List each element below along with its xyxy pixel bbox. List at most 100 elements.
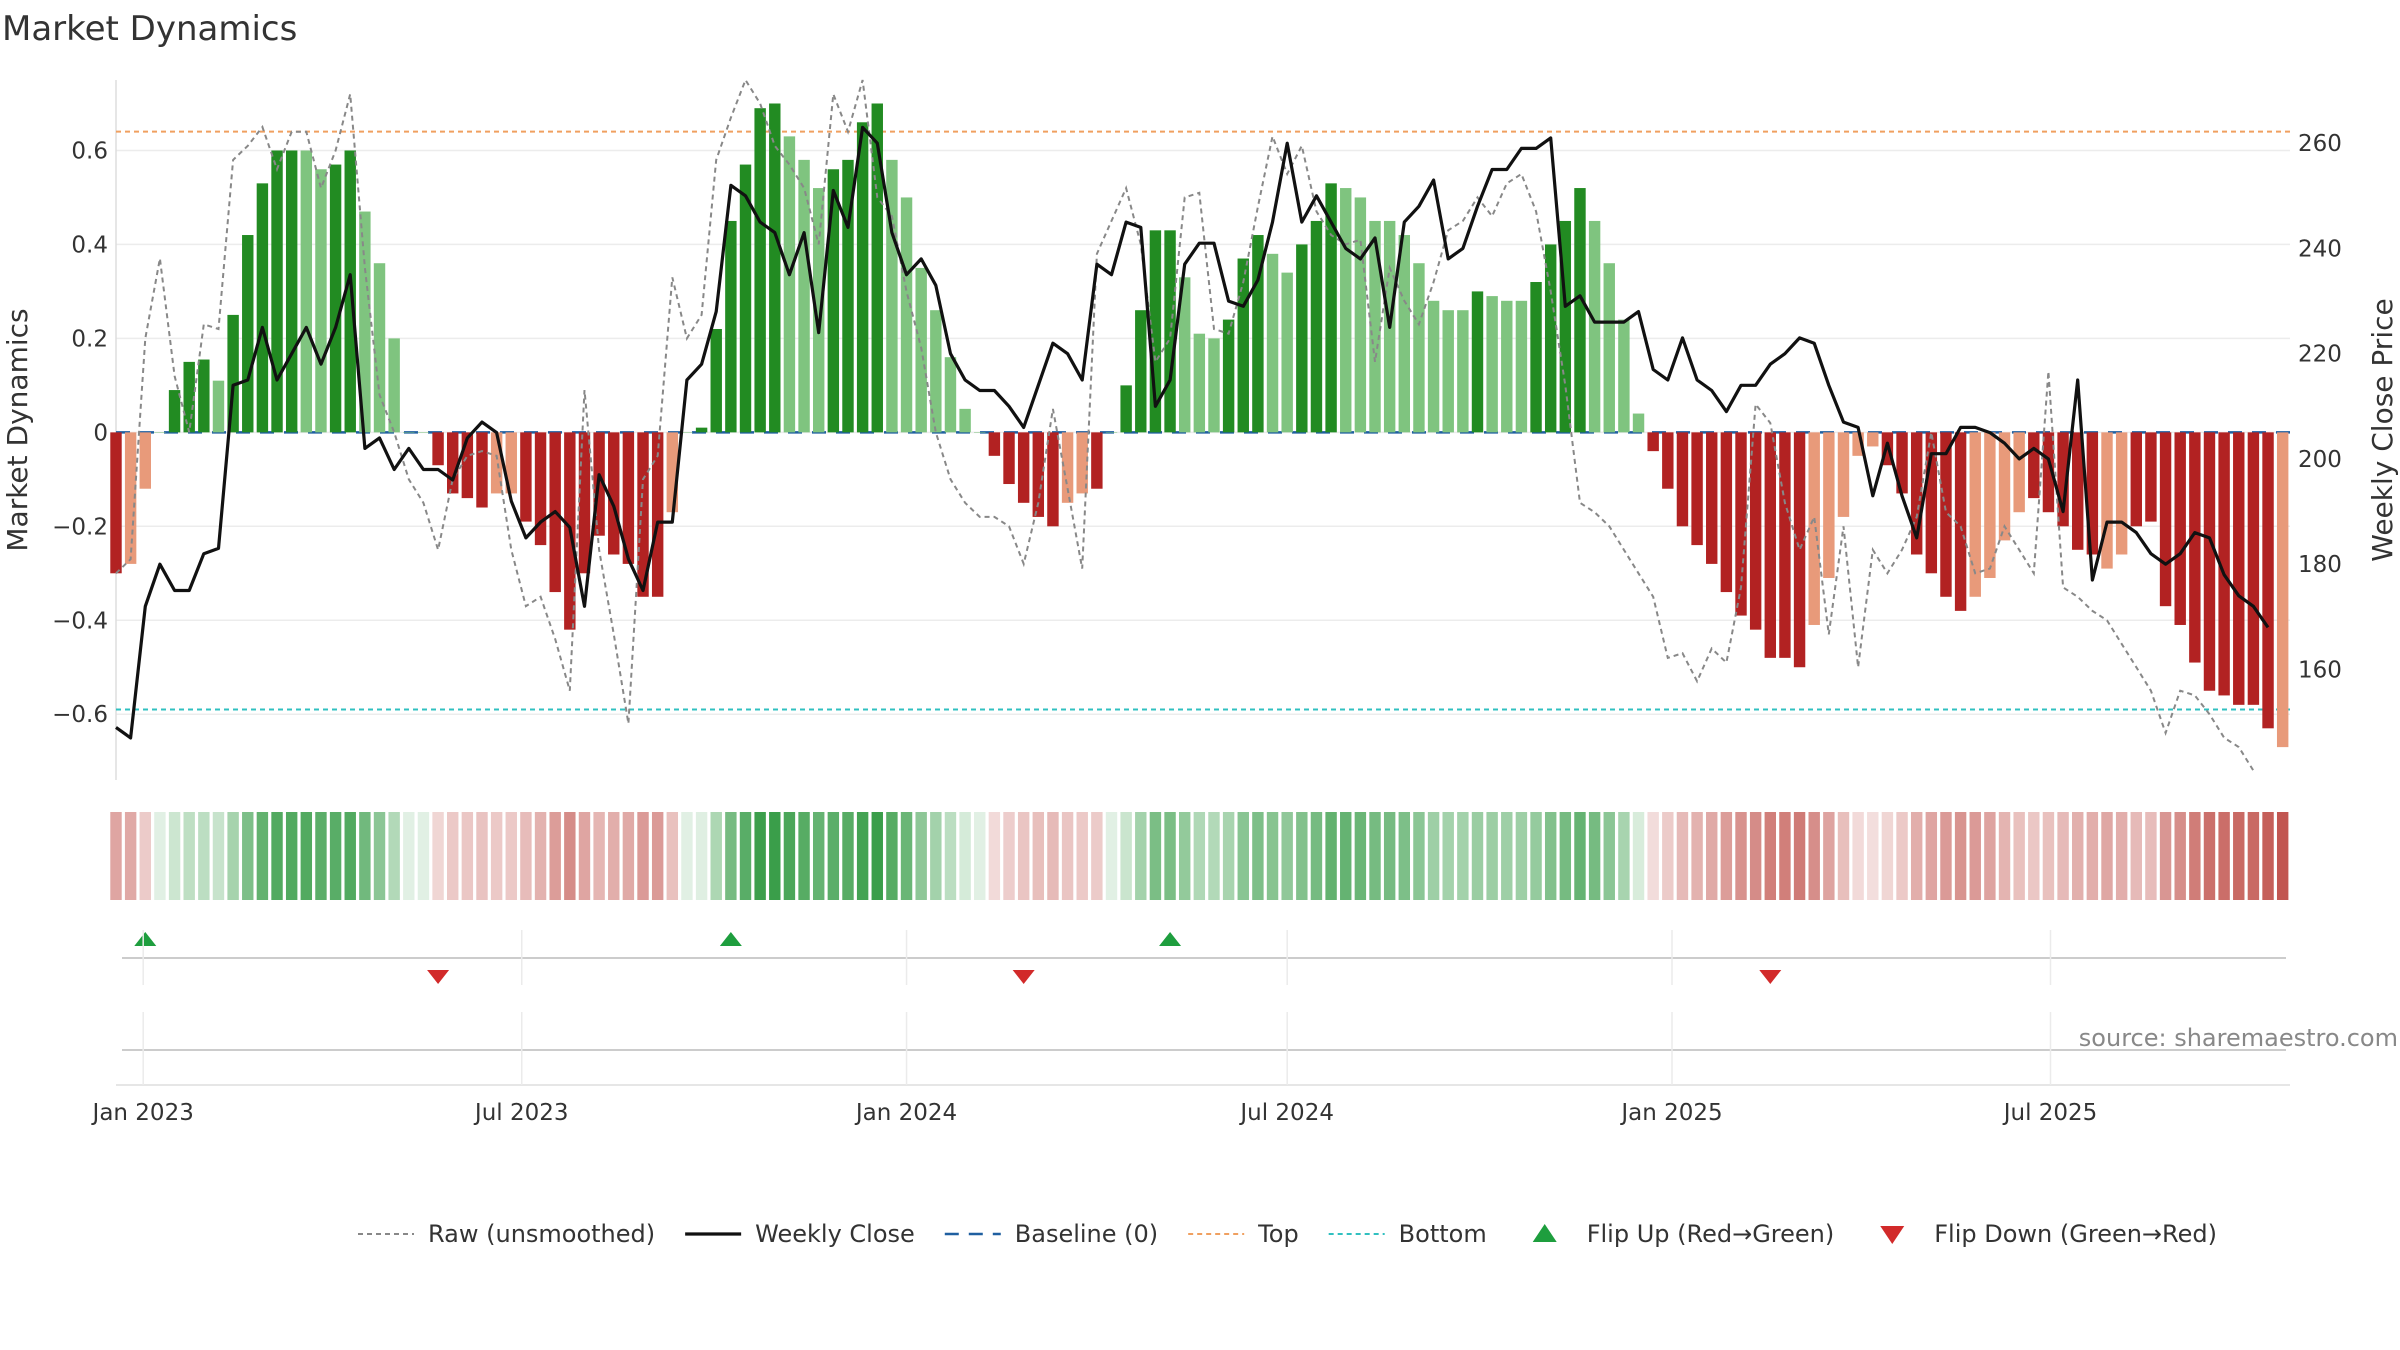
strip-cell [2145,812,2157,900]
bar [1691,432,1703,546]
bar [1749,432,1762,630]
bar [1310,220,1323,433]
bar [637,432,649,597]
bar [1852,432,1864,456]
strip-cell [1896,812,1908,900]
strip-cell [593,812,605,900]
bar [1193,333,1206,433]
weekly-close-series [115,125,2270,740]
strip-cell [2101,812,2113,900]
strip-cell [285,812,298,900]
bar [1896,432,1908,494]
flip-up-marker [1159,932,1182,946]
x-tick-label: Jan 2024 [854,1100,957,1126]
bar [2189,432,2201,663]
raw-series [115,77,2255,772]
strip-cell [329,812,342,900]
strip-cell [1325,812,1337,900]
bar [242,235,254,433]
strip-cell [1369,812,1381,900]
bar [1544,244,1557,433]
bar [710,328,722,433]
strip-cell [1296,812,1308,900]
bar [2057,432,2069,527]
bar [2101,432,2113,569]
strip-cell [1120,812,1132,900]
strip-cell [300,812,313,900]
strip-cell [1735,812,1747,900]
strip-cell [1779,812,1791,900]
bar [1618,319,1630,433]
strip-cell [1017,812,1030,900]
flip-down-marker [1012,970,1035,984]
strip-cell [534,812,547,900]
strip-cell [739,812,752,900]
y-axis-label-left: Market Dynamics [1,308,34,551]
strip-cell [1530,812,1542,900]
bar [1340,188,1352,433]
strip-cell [1252,812,1264,900]
bar [608,432,620,555]
strip-cell [651,812,664,900]
legend-label: Weekly Close [755,1220,915,1248]
weekly-close-line [115,125,2270,740]
strip-cell [1047,812,1059,900]
y-ticks-right: 260 240 220 200 180 160 [2298,131,2342,683]
y-tick-label: −0.4 [52,608,108,634]
bar [1501,300,1513,433]
bars [110,103,2289,748]
strip-cell [476,812,488,900]
legend-label: Flip Up (Red→Green) [1587,1220,1835,1248]
strip-cell [2189,812,2201,900]
strip-cell [1852,812,1864,900]
strip-cell [944,812,957,900]
bar [1003,432,1015,485]
bar [1354,197,1367,433]
legend-item: Flip Down (Green→Red) [1880,1220,2217,1248]
strip-cell [915,812,927,900]
bar [476,432,488,508]
bar [359,211,371,433]
strip-cell [1354,812,1367,900]
bar [1984,432,1996,578]
x-tick-label: Jul 2023 [473,1100,569,1126]
strip-cell [388,812,400,900]
strip-cell [2028,812,2040,900]
strip-cell [1691,812,1703,900]
y-tick-label-right: 260 [2298,131,2342,157]
strip-cell [1105,812,1118,900]
bar [1823,432,1835,578]
bar [1530,282,1542,433]
strip-cell [710,812,722,900]
bar [856,122,869,433]
legend-item: Flip Up (Red→Green) [1532,1220,1835,1248]
strip-cell [930,812,942,900]
bar [432,432,444,466]
bar [1735,432,1747,616]
strip-cell [1237,812,1249,900]
strip-cell [1266,812,1279,900]
bar [1764,432,1776,658]
strip-cell [1603,812,1615,900]
strip-cell [754,812,766,900]
strip-cell [769,812,781,900]
strip-cell [1398,812,1411,900]
bar [725,220,737,433]
strip-cell [1618,812,1630,900]
bar [403,432,415,433]
bar [754,108,766,433]
strip-cell [2057,812,2069,900]
bar [1442,310,1454,433]
strip-cell [1383,812,1396,900]
bar [1574,188,1586,433]
strip-cell [403,812,415,900]
strip-cell [974,812,986,900]
strip-cell [1281,812,1293,900]
strip-cell [1837,812,1850,900]
strip-cell [1310,812,1323,900]
bar [1017,432,1030,503]
bar [1910,432,1923,555]
bar [798,159,810,433]
strip-cell [2218,812,2230,900]
bar [520,432,532,522]
